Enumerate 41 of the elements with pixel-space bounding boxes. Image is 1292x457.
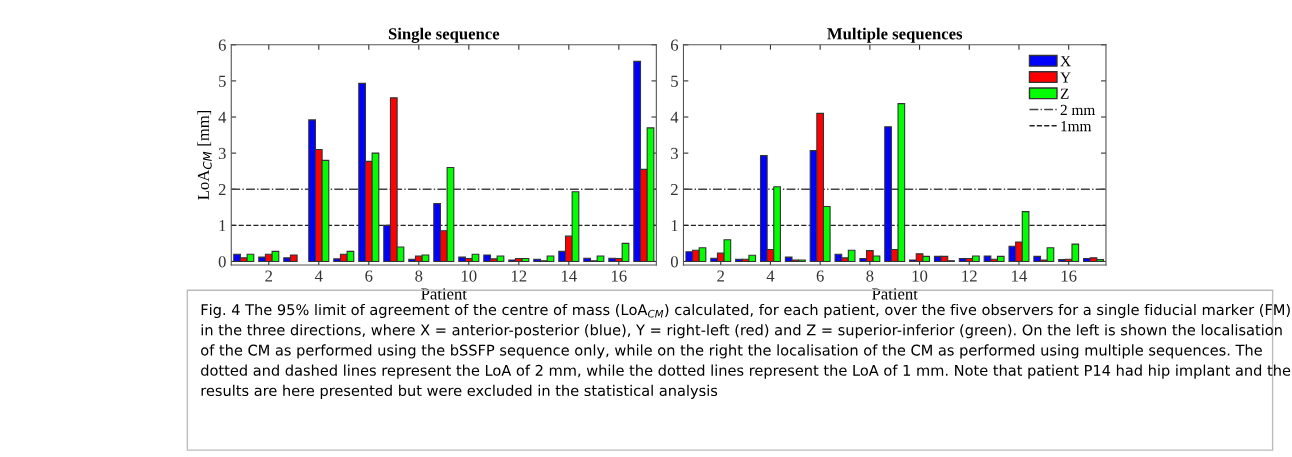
x-tick-label: 10 (912, 270, 928, 282)
x-tick-label: 4 (766, 270, 775, 282)
y-tick-label: 2 (218, 183, 226, 196)
x-tick-label: 12 (511, 270, 527, 282)
y-tick-label: 6 (670, 39, 679, 51)
x-tick-label: 6 (365, 270, 373, 282)
x-tick-label: 8 (415, 270, 423, 282)
legend-label: 2 mm (1060, 104, 1096, 115)
y-tick-label: 6 (218, 39, 226, 51)
y-tick-label: 1 (671, 220, 678, 232)
y-tick-label: 5 (671, 75, 678, 87)
legend-label: Z (1060, 88, 1069, 99)
x-tick-label: 2 (265, 270, 273, 282)
legend-label: X (1060, 56, 1071, 67)
x-tick-label: 6 (816, 270, 824, 282)
caption: Fig. 4 The 95% limit of agreement of the centre of mass (LoA$_{CM}$) calculated, for each patient, over the five observers for a single fiducial marker (FM) in the three directions, where X = anterior-posterior (blue), Y = right-left (red) and Z = superior-inferior (green). On the left is shown the localisation of the CM as performed using the bSSFP sequence only, while on the right the localisation of the CM as performed using multiple sequences. The dotted and dashed lines represent the LoA of 2 mm, while the dotted lines represent the LoA of 1 mm. Note that patient P14 had hip implant and the results are here presented but were excluded in the statistical analysis (201, 303, 1291, 399)
y-tick-label: 4 (218, 111, 227, 123)
x-tick-label: 8 (866, 270, 874, 282)
y-tick-label: 2 (671, 183, 678, 196)
x-axis-title: Patient (872, 288, 918, 300)
x-tick-label: 14 (1012, 270, 1028, 282)
x-tick-label: 14 (561, 270, 577, 282)
y-tick-label: 3 (671, 147, 678, 160)
y-tick-label: 0 (218, 256, 226, 268)
x-tick-label: 16 (611, 270, 627, 282)
y-tick-label: 3 (218, 147, 226, 160)
y-axis-title: LoA$_{CM}$ [mm] (197, 110, 212, 200)
x-tick-label: 12 (962, 270, 977, 282)
x-tick-label: 10 (461, 270, 477, 282)
y-tick-label: 5 (219, 75, 226, 87)
chart-title: Single sequence (388, 27, 500, 43)
legend-label: 1mm (1061, 121, 1092, 132)
x-tick-label: 2 (717, 270, 724, 282)
y-tick-label: 0 (670, 256, 678, 268)
x-axis-title: Patient (421, 288, 467, 300)
x-tick-label: 4 (314, 270, 323, 282)
chart-title: Multiple sequences (827, 27, 963, 43)
legend-label: Y (1060, 72, 1071, 83)
y-tick-label: 1 (219, 220, 226, 232)
y-tick-label: 4 (670, 111, 679, 123)
x-tick-label: 16 (1061, 270, 1077, 282)
